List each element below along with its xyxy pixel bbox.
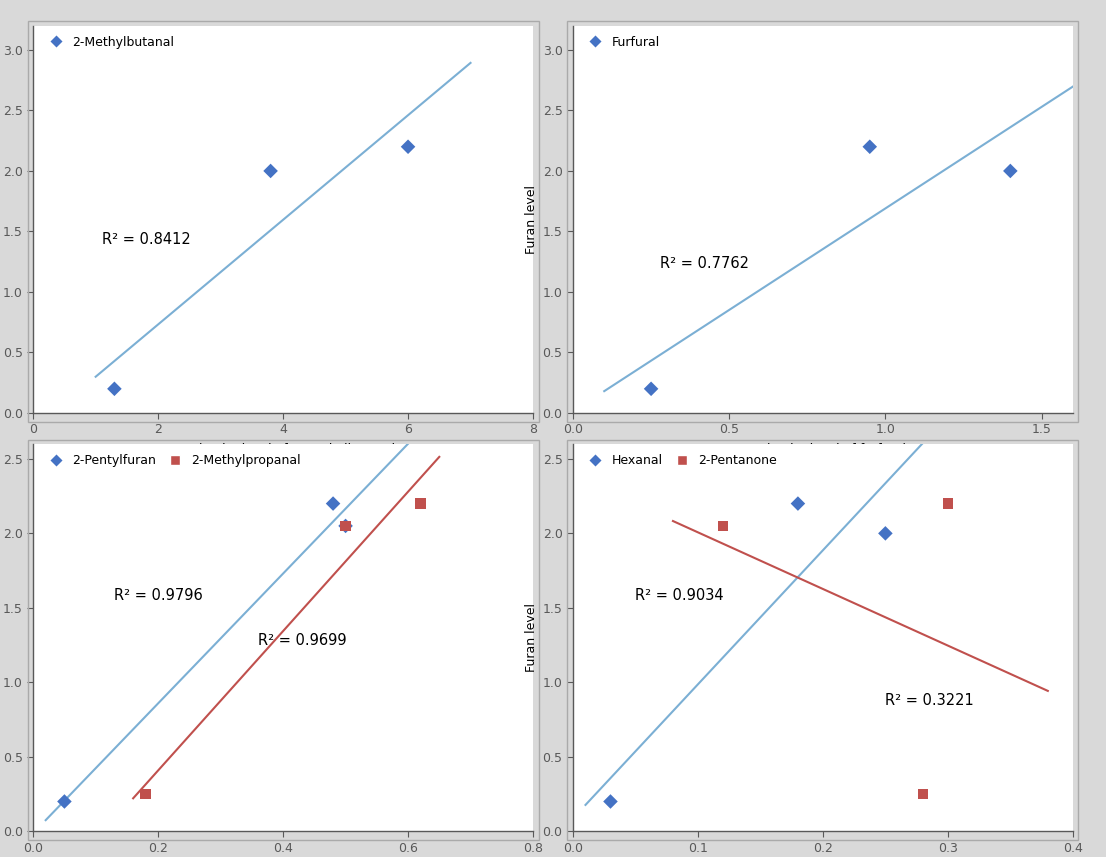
Point <box>643 382 660 396</box>
Text: R² = 0.9034: R² = 0.9034 <box>636 589 724 603</box>
Legend: 2-Methylbutanal: 2-Methylbutanal <box>40 32 178 52</box>
Point <box>914 788 931 801</box>
Point <box>324 497 342 511</box>
Point <box>860 140 878 153</box>
Point <box>714 519 732 533</box>
Point <box>877 526 895 540</box>
Point <box>55 794 73 808</box>
Point <box>411 497 429 511</box>
Y-axis label: Furan level: Furan level <box>525 603 539 672</box>
Point <box>1002 164 1020 177</box>
Text: R² = 0.3221: R² = 0.3221 <box>886 692 974 708</box>
Point <box>262 164 280 177</box>
Point <box>399 140 417 153</box>
Point <box>939 497 957 511</box>
Point <box>137 788 155 801</box>
Legend: Hexanal, 2-Pentanone: Hexanal, 2-Pentanone <box>580 450 781 470</box>
Point <box>602 794 619 808</box>
Text: R² = 0.7762: R² = 0.7762 <box>660 255 750 271</box>
Legend: Furfural: Furfural <box>580 32 664 52</box>
Point <box>105 382 123 396</box>
Text: R² = 0.8412: R² = 0.8412 <box>102 231 190 247</box>
Point <box>789 497 806 511</box>
Text: R² = 0.9796: R² = 0.9796 <box>114 589 204 603</box>
Text: R² = 0.9699: R² = 0.9699 <box>258 633 346 648</box>
Y-axis label: Furan level: Furan level <box>525 185 539 254</box>
Legend: 2-Pentylfuran, 2-Methylpropanal: 2-Pentylfuran, 2-Methylpropanal <box>40 450 304 470</box>
Point <box>336 519 354 533</box>
X-axis label: x-axis: the level of furfural: x-axis: the level of furfural <box>740 443 906 457</box>
Point <box>336 519 354 533</box>
X-axis label: x-axis: the level of 2-methylbutanal: x-axis: the level of 2-methylbutanal <box>171 443 395 457</box>
